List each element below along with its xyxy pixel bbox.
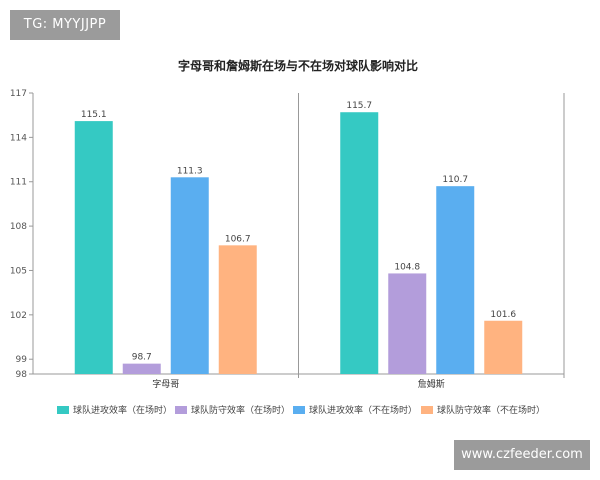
bar-value-label: 110.7 <box>442 175 468 185</box>
legend-item: 球队进攻效率（在场时） <box>57 404 172 416</box>
legend-label: 球队进攻效率（在场时） <box>73 404 172 416</box>
legend: 球队进攻效率（在场时） 球队防守效率（在场时） 球队进攻效率（不在场时） 球队防守效率… <box>57 404 545 416</box>
y-tick-label: 102 <box>10 311 27 321</box>
bar <box>436 186 475 374</box>
legend-label: 球队防守效率（在场时） <box>191 404 290 416</box>
legend-swatch <box>175 406 187 414</box>
y-tick-label: 98 <box>16 370 28 380</box>
bar-value-label: 111.3 <box>177 166 203 176</box>
bar <box>122 363 161 374</box>
bar-value-label: 101.6 <box>490 310 516 320</box>
bar <box>484 320 523 374</box>
legend-swatch <box>293 406 305 414</box>
bars: 115.1 98.7 111.3 106.7 115.7 104.8 110.7 101.6 <box>74 101 523 374</box>
bar <box>340 112 379 374</box>
legend-item: 球队进攻效率（不在场时） <box>293 404 417 416</box>
legend-label: 球队防守效率（不在场时） <box>437 404 545 416</box>
y-tick-label: 114 <box>10 133 27 143</box>
bar <box>388 273 427 374</box>
legend-swatch <box>421 406 433 414</box>
x-category-label: 字母哥 <box>152 378 179 390</box>
y-tick-label: 108 <box>10 222 27 232</box>
y-tick-label: 111 <box>10 178 27 188</box>
y-tick-label: 117 <box>10 89 27 99</box>
bar <box>74 121 113 374</box>
bar-value-label: 115.7 <box>346 101 372 111</box>
legend-item: 球队防守效率（在场时） <box>175 404 290 416</box>
bar-value-label: 106.7 <box>225 234 251 244</box>
y-tick-label: 99 <box>16 355 28 365</box>
watermark-bottom-right: www.czfeeder.com <box>454 440 590 470</box>
legend-swatch <box>57 406 69 414</box>
bar-value-label: 104.8 <box>394 262 420 272</box>
legend-item: 球队防守效率（不在场时） <box>421 404 545 416</box>
axes: 98 99 102 105 108 111 114 117 字母哥 詹姆斯 <box>10 89 565 390</box>
x-category-label: 詹姆斯 <box>418 378 445 390</box>
watermark-top-left: TG: MYYJJPP <box>10 10 120 40</box>
legend-label: 球队进攻效率（不在场时） <box>309 404 417 416</box>
bar <box>170 177 209 374</box>
bar-value-label: 115.1 <box>81 110 107 120</box>
bar <box>218 245 257 374</box>
chart-title: 字母哥和詹姆斯在场与不在场对球队影响对比 <box>178 58 418 73</box>
bar-value-label: 98.7 <box>132 353 152 363</box>
y-tick-label: 105 <box>10 266 27 276</box>
